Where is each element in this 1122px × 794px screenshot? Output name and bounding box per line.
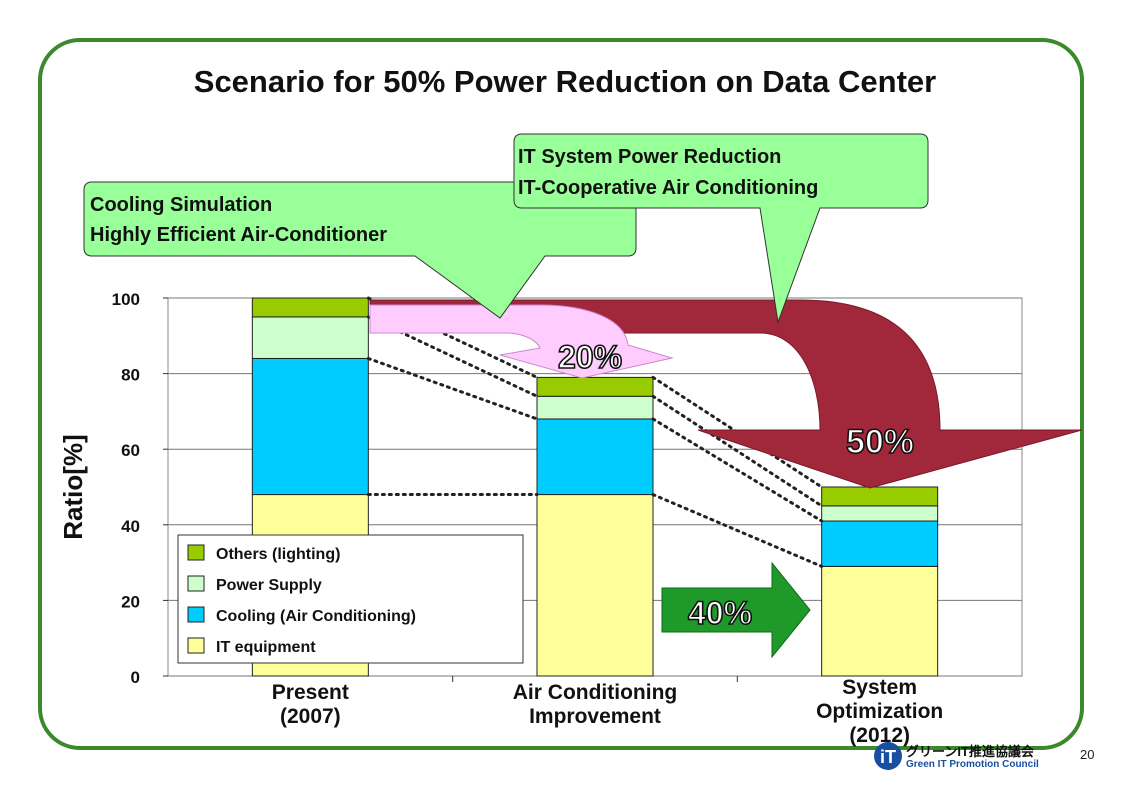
pink-arrow-label: 20% [558,339,622,375]
connector-line [651,394,824,508]
legend-label: Power Supply [216,577,322,594]
y-tick-label: 80 [121,366,140,385]
legend-label: Cooling (Air Conditioning) [216,608,416,625]
page-number: 20 [1080,747,1095,762]
callout-right-box [513,133,929,324]
bar-segment [821,520,939,567]
green-arrow [661,561,811,659]
bar-segment [821,565,939,677]
logo-text-en: Green IT Promotion Council [906,759,1039,770]
x-tick-label: System [842,676,917,699]
green-arrow-label: 40% [688,595,752,631]
connector-line [366,356,539,421]
chart-axis: 0 20 40 60 80 100 Present(2007) Air Conditionin… [112,290,944,747]
x-tick-label: Present [272,681,349,704]
legend-box [177,534,524,664]
bar-segment [536,418,654,496]
bar-segment [251,357,369,496]
logo: iT グリーンIT推進協議会 Green IT Promotion Counci… [872,738,1042,776]
legend: Others (lighting) Power Supply Cooling (Ai… [187,544,416,656]
maroon-arrow-label: 50% [846,423,914,461]
legend-swatch [187,606,205,623]
connector-line [651,417,824,523]
pink-arrow [369,304,674,379]
legend-label: Others (lighting) [216,546,340,563]
bar-segment [251,297,369,318]
callout-right-line2: IT-Cooperative Air Conditioning [518,177,818,199]
legend-swatch [187,575,205,592]
svg-text:iT: iT [880,747,896,767]
y-tick-label: 20 [121,592,140,611]
legend-swatch [187,637,205,654]
x-tick-label: Improvement [529,705,661,728]
y-tick-label: 100 [112,290,140,309]
x-tick-label: (2007) [280,705,341,728]
callout-left-line1: Cooling Simulation [90,194,272,216]
slide-title: Scenario for 50% Power Reduction on Data… [193,64,937,99]
y-tick-label: 40 [121,517,140,536]
y-tick-label: 0 [131,668,140,687]
legend-swatch [187,544,205,561]
bar-segment [536,494,654,677]
green-it-logo-icon: iT [874,742,902,770]
x-tick-label: Air Conditioning [513,681,677,704]
callout-left-line2: Highly Efficient Air-Conditioner [90,224,387,246]
bar-segment [251,316,369,359]
bar-segment [536,395,654,420]
bar-segment [536,376,654,397]
legend-label: IT equipment [216,639,316,656]
y-tick-label: 60 [121,441,140,460]
bar-segment [821,486,939,507]
logo-text-ja: グリーンIT推進協議会 [906,744,1034,759]
callout-right-line1: IT System Power Reduction [518,146,781,168]
x-tick-label: Optimization [816,700,943,723]
y-axis-label: Ratio[%] [58,434,88,539]
connector-line [651,493,824,568]
maroon-arrow [369,299,1083,489]
bar-segment [821,505,939,522]
x-tick-label: (2012) [849,724,910,747]
